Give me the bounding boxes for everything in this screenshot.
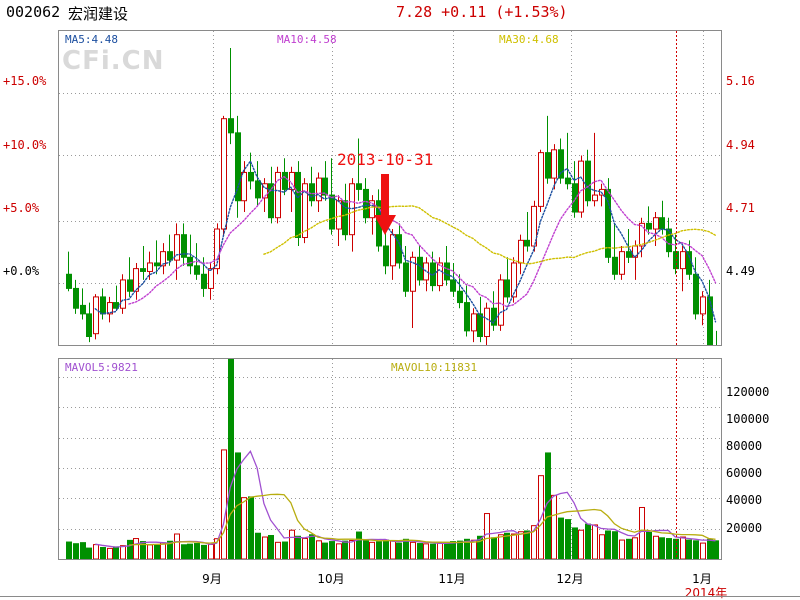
annotation-date-label: 2013-10-31 <box>337 150 434 169</box>
price-axis-right-tick-1: 4.94 <box>726 138 755 152</box>
volume-bars-svg <box>59 359 721 559</box>
header-bar: 002062 宏润建设 7.28 +0.11 (+1.53%) <box>0 0 800 26</box>
volume-axis-right-tick-3: 60000 <box>726 466 763 480</box>
ma-legend-0: MA5:4.48 <box>65 33 118 46</box>
quote-summary: 7.28 +0.11 (+1.53%) <box>396 3 568 21</box>
price-axis-left-tick-2: +5.0% <box>3 201 40 215</box>
price-axis-right-tick-2: 4.71 <box>726 201 755 215</box>
x-axis-year-label: 2014年 <box>684 586 728 600</box>
volume-chart-panel[interactable]: MAVOL5:9821 MAVOL10:11831 <box>58 358 722 560</box>
price-axis-left-tick-3: +0.0% <box>3 264 40 278</box>
volume-plot-area <box>59 359 721 559</box>
mavol-legend-0: MAVOL5:9821 <box>65 361 138 374</box>
stock-code: 002062 <box>6 3 61 21</box>
footer-divider <box>0 596 800 597</box>
annotation-down-arrow-icon <box>374 174 396 235</box>
x-axis-tick-3: 12月 <box>556 572 584 586</box>
ma-legend-1: MA10:4.58 <box>277 33 337 46</box>
mavol-legend-1: MAVOL10:11831 <box>391 361 478 374</box>
watermark-cfi: CFi.CN <box>62 46 165 76</box>
price-axis-left-tick-1: +10.0% <box>3 138 47 152</box>
volume-axis-right-tick-0: 120000 <box>726 385 770 399</box>
volume-axis-right-tick-5: 20000 <box>726 521 763 535</box>
volume-axis-right-tick-2: 80000 <box>726 439 763 453</box>
volume-axis-right-tick-4: 40000 <box>726 493 763 507</box>
volume-axis-right-tick-1: 100000 <box>726 412 770 426</box>
price-axis-right-tick-3: 4.49 <box>726 264 755 278</box>
price-axis-right-tick-0: 5.16 <box>726 74 755 88</box>
price-axis-left-tick-0: +15.0% <box>3 74 47 88</box>
x-axis-tick-0: 9月 <box>202 572 222 586</box>
x-axis-tick-4: 1月 <box>692 572 712 586</box>
x-axis-tick-2: 11月 <box>438 572 466 586</box>
price-chart-panel[interactable]: MA5:4.48 MA10:4.58 MA30:4.68 <box>58 30 722 346</box>
x-axis-tick-1: 10月 <box>317 572 345 586</box>
ma-legend-2: MA30:4.68 <box>499 33 559 46</box>
stock-name: 宏润建设 <box>68 5 129 23</box>
